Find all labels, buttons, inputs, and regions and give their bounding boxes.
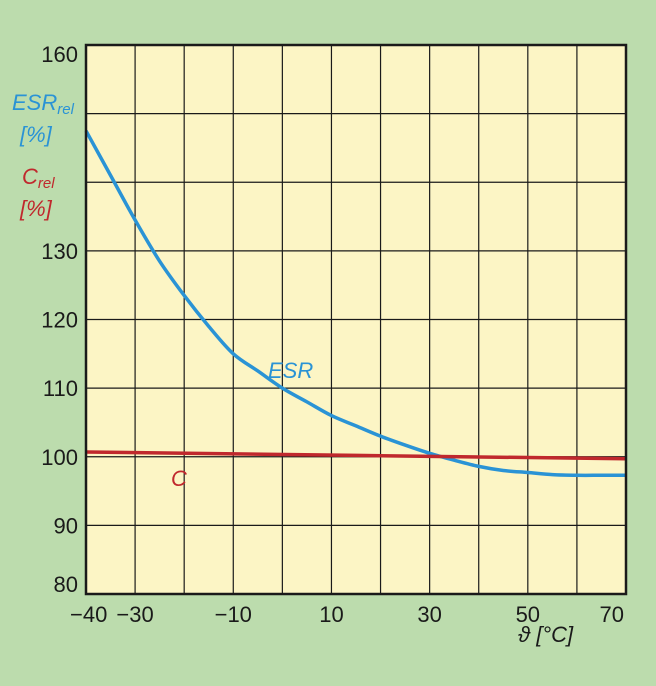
x-tick-labels: −40 −30 −10 10 30 50 70 [70, 602, 624, 627]
y-label-c-unit: [%] [19, 196, 53, 221]
x-tick-label: −30 [116, 602, 153, 627]
x-tick-label: −10 [215, 602, 252, 627]
y-tick-label: 160 [41, 42, 78, 67]
y-tick-label: 130 [41, 239, 78, 264]
x-tick-label: 70 [600, 602, 624, 627]
x-tick-label: −40 [70, 602, 107, 627]
y-tick-label: 120 [41, 308, 78, 333]
y-tick-label: 110 [43, 376, 78, 401]
y-tick-label: 90 [54, 513, 78, 538]
series-line-c [85, 450, 627, 461]
x-tick-label: 10 [319, 602, 343, 627]
series-label-esr: ESR [268, 358, 313, 383]
y-tick-label: 80 [54, 572, 78, 597]
series-line-esr [84, 129, 626, 478]
y-tick-label: 100 [41, 445, 78, 470]
y-label-c: Crel [22, 164, 55, 192]
series-label-c: C [171, 466, 187, 491]
x-label: ϑ [°C] [518, 622, 574, 647]
plot-border [84, 43, 628, 596]
x-tick-label: 50 [516, 602, 540, 627]
y-label-esr: ESRrel [12, 90, 75, 118]
y-tick-labels: 160 130 120 110 100 90 80 [41, 42, 78, 597]
x-tick-label: 30 [417, 602, 441, 627]
y-label-esr-unit: [%] [19, 122, 53, 147]
series-group [84, 129, 627, 478]
